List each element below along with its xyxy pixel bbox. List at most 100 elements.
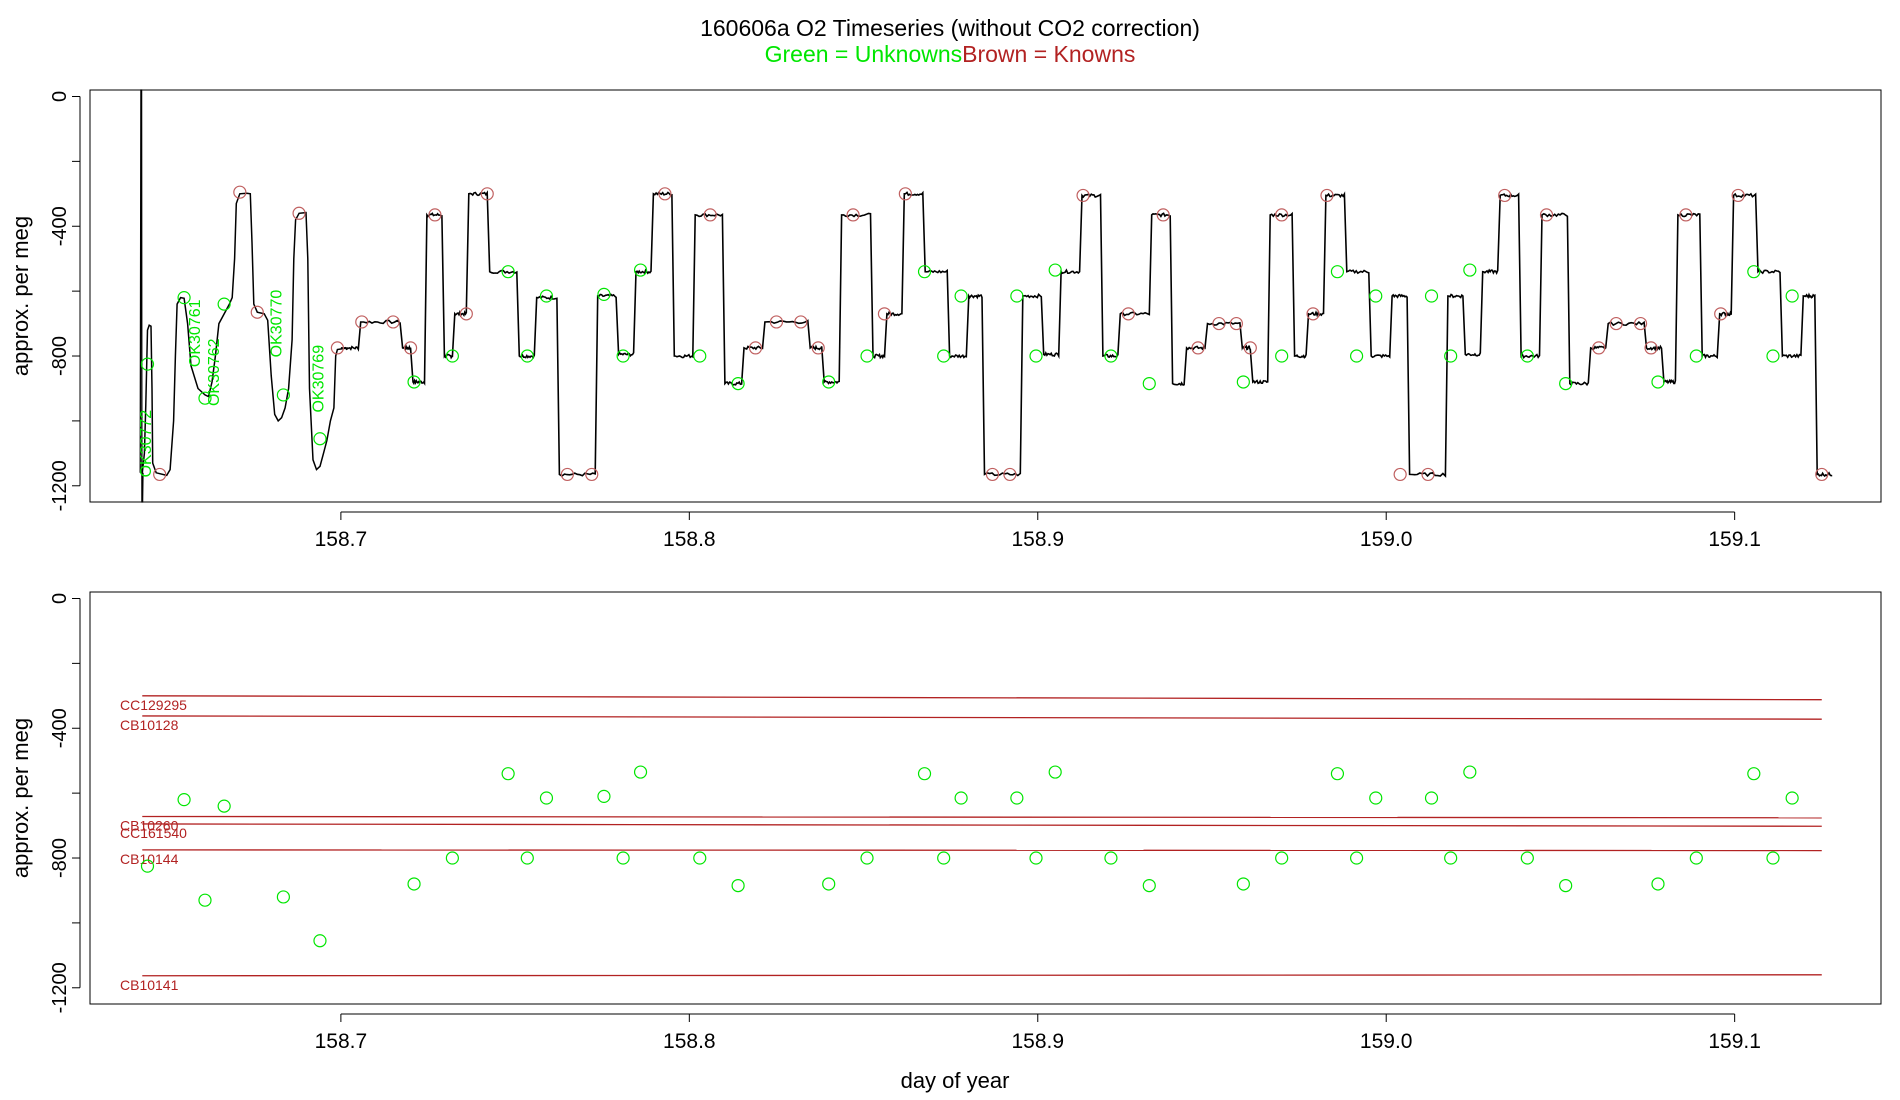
- y-tick-label: -800: [49, 336, 71, 376]
- known-marker: [1498, 188, 1512, 203]
- known-marker: [585, 467, 599, 482]
- unknown-marker: [501, 767, 515, 781]
- subtitle-knowns: Brown = Knowns: [962, 41, 1135, 67]
- unknown-marker: [539, 289, 554, 303]
- unknown-marker: [1330, 767, 1345, 781]
- unknown-marker: [731, 878, 745, 893]
- known-marker: [153, 467, 167, 482]
- unknown-markers: [140, 263, 1799, 446]
- trace-initial: [141, 192, 348, 477]
- unknown-marker: [1275, 851, 1289, 865]
- known-marker: [898, 187, 912, 201]
- known-line: [142, 715, 1822, 720]
- x-tick-label: 158.8: [663, 1030, 716, 1053]
- known-marker: [1191, 341, 1205, 355]
- unknown-marker: [1747, 265, 1761, 279]
- known-marker: [1156, 208, 1170, 222]
- x-tick-label: 159.1: [1708, 1030, 1761, 1053]
- known-line: [142, 815, 1822, 819]
- unknown-marker: [1424, 791, 1439, 805]
- known-marker: [459, 307, 473, 321]
- y-tick-label: -400: [49, 206, 71, 246]
- unknown-marker: [616, 851, 630, 865]
- unknown-marker: [1275, 349, 1289, 363]
- unknown-marker: [1369, 791, 1383, 805]
- sample-label: OK30762: [206, 338, 223, 406]
- x-tick-label: 158.7: [315, 528, 368, 551]
- plot-frame: [89, 89, 1882, 503]
- known-marker: [250, 305, 264, 319]
- known-marker: [1306, 307, 1320, 321]
- unknown-marker: [731, 376, 745, 391]
- y-tick-label: -1200: [49, 962, 71, 1013]
- unknown-marker: [1444, 851, 1458, 865]
- unknown-marker: [1424, 289, 1439, 303]
- unknown-marker: [937, 349, 951, 363]
- known-marker: [794, 315, 808, 329]
- unknown-marker: [1349, 349, 1364, 363]
- unknown-marker: [693, 851, 707, 865]
- known-marker: [846, 208, 860, 222]
- unknown-marker: [1349, 851, 1364, 865]
- unknown-marker: [860, 349, 874, 363]
- unknown-marker: [1785, 289, 1799, 303]
- o2-trace: [139, 89, 1833, 503]
- y-axis-label: approx. per meg: [8, 216, 33, 376]
- unknown-marker: [1104, 349, 1118, 363]
- unknown-marker: [822, 877, 836, 891]
- unknown-marker: [633, 765, 648, 779]
- y-axis: 0 -400 -800 -1200: [49, 91, 81, 511]
- unknown-marker: [1104, 851, 1118, 865]
- unknown-marker: [597, 789, 611, 803]
- known-marker: [1076, 188, 1090, 203]
- unknown-marker: [917, 265, 932, 279]
- unknown-marker: [177, 793, 191, 807]
- known-marker: [1539, 208, 1554, 222]
- unknown-marker: [1142, 878, 1156, 893]
- unknown-marker: [140, 859, 155, 873]
- unknown-marker: [1369, 289, 1383, 303]
- known-line-label: CC129295: [120, 697, 187, 713]
- unknown-marker: [1559, 376, 1573, 391]
- known-marker: [1644, 341, 1658, 355]
- unknown-marker: [1444, 349, 1458, 363]
- unknown-marker: [1236, 375, 1250, 389]
- unknown-marker: [276, 890, 290, 904]
- x-axis: 158.7 158.8 158.9 159.0 159.1: [315, 511, 1761, 551]
- sample-label: OK30772: [138, 410, 155, 478]
- x-axis-label: day of year: [901, 1068, 1010, 1093]
- unknown-marker: [1785, 791, 1799, 805]
- x-axis: 158.7 158.8 158.9 159.0 159.1: [315, 1013, 1761, 1053]
- known-marker: [1815, 467, 1829, 482]
- unknown-marker: [217, 297, 231, 311]
- known-marker: [330, 341, 344, 355]
- unknown-marker: [1651, 877, 1665, 891]
- unknown-marker: [1029, 349, 1043, 363]
- unknown-markers: [140, 765, 1799, 948]
- unknown-marker: [445, 349, 459, 363]
- sample-label: OK30770: [269, 290, 286, 358]
- known-marker: [1320, 188, 1334, 203]
- sample-label: OK30761: [187, 299, 204, 367]
- unknown-marker: [954, 791, 968, 805]
- unknown-marker: [520, 851, 534, 865]
- unknown-marker: [1010, 791, 1024, 805]
- known-marker: [480, 187, 494, 201]
- unknown-marker: [1766, 349, 1780, 363]
- unknown-marker: [954, 289, 968, 303]
- unknown-marker: [1463, 765, 1477, 779]
- x-tick-label: 158.9: [1011, 528, 1064, 551]
- y-tick-label: 0: [49, 593, 71, 604]
- unknown-marker: [1651, 375, 1665, 389]
- subtitle-unknowns: Green = Unknowns: [765, 41, 963, 67]
- unknown-marker: [501, 265, 515, 279]
- known-line-label: CB10260: [120, 817, 179, 833]
- unknown-marker: [1747, 767, 1761, 781]
- unknown-marker: [822, 375, 836, 389]
- plot-frame: [89, 591, 1882, 1005]
- unknown-marker: [1520, 349, 1534, 363]
- known-line: [142, 974, 1822, 977]
- known-marker: [811, 341, 825, 355]
